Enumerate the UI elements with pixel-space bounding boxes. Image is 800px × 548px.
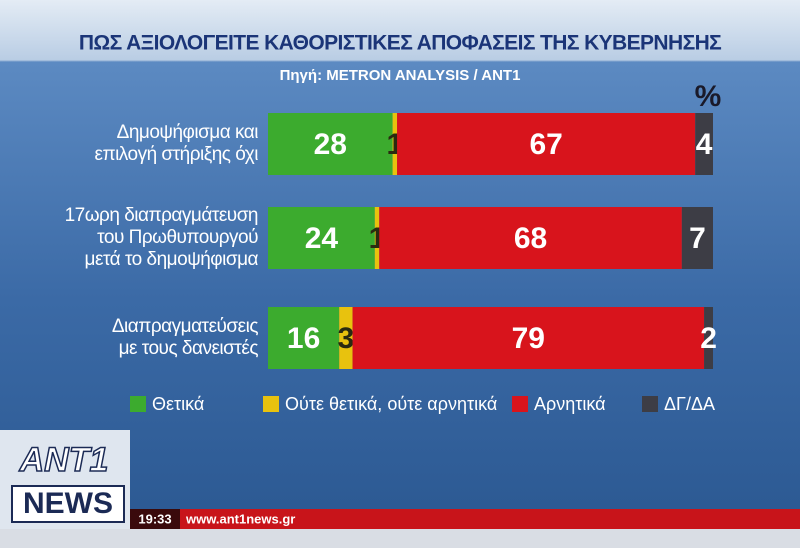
legend-swatch [130, 396, 146, 412]
value-label: 28 [314, 128, 347, 161]
legend-label: Θετικά [152, 394, 204, 414]
category-label: Διαπραγματεύσεις με τους δανειστές [111, 316, 259, 359]
legend-label: ΔΓ/ΔΑ [664, 394, 715, 414]
bar-segment [379, 207, 682, 269]
legend-label: Ούτε θετικά, ούτε αρνητικά [285, 394, 497, 414]
logo-text: ANT1 [19, 441, 109, 479]
chart-subtitle: Πηγή: METRON ANALYSIS / ANT1 [280, 67, 521, 84]
bar-segment [681, 207, 713, 269]
news-text: NEWS [23, 487, 113, 520]
legend-swatch [263, 396, 279, 412]
value-label: 4 [696, 128, 713, 161]
ticker-time-box [130, 509, 180, 529]
bar-segment [704, 307, 713, 369]
bar-segment [392, 113, 398, 175]
legend-swatch [642, 396, 658, 412]
value-label: 24 [305, 222, 339, 255]
value-label: 7 [689, 222, 706, 255]
bar-segment [268, 307, 340, 369]
legend-swatch [512, 396, 528, 412]
value-label: 79 [512, 322, 545, 355]
category-label: Δημοψήφισμα και επιλογή στήριξης όχι [94, 122, 258, 165]
ticker-url: www.ant1news.gr [185, 511, 295, 526]
news-box [11, 485, 125, 523]
ticker-footer [0, 529, 800, 548]
value-label: 67 [529, 128, 562, 161]
unit-label: % [695, 80, 722, 113]
value-label: 3 [338, 322, 355, 355]
value-label: 2 [700, 322, 717, 355]
ticker-bar [130, 509, 800, 529]
bar-segment [352, 307, 705, 369]
legend-label: Αρνητικά [534, 394, 606, 414]
bar-segment [695, 113, 713, 175]
bar-segment [268, 113, 393, 175]
bar-segment [397, 113, 696, 175]
value-label: 68 [514, 222, 547, 255]
bar-segment [268, 207, 375, 269]
bar-segment [339, 307, 353, 369]
chart-title: ΠΩΣ ΑΞΙΟΛΟΓΕΙΤΕ ΚΑΘΟΡΙΣΤΙΚΕΣ ΑΠΟΦΑΣΕΙΣ Τ… [79, 32, 721, 55]
value-label: 16 [287, 322, 320, 355]
ticker-time: 19:33 [138, 511, 171, 526]
bar-segment [374, 207, 380, 269]
category-label: 17ωρη διαπραγμάτευση του Πρωθυπουργού με… [64, 205, 259, 270]
